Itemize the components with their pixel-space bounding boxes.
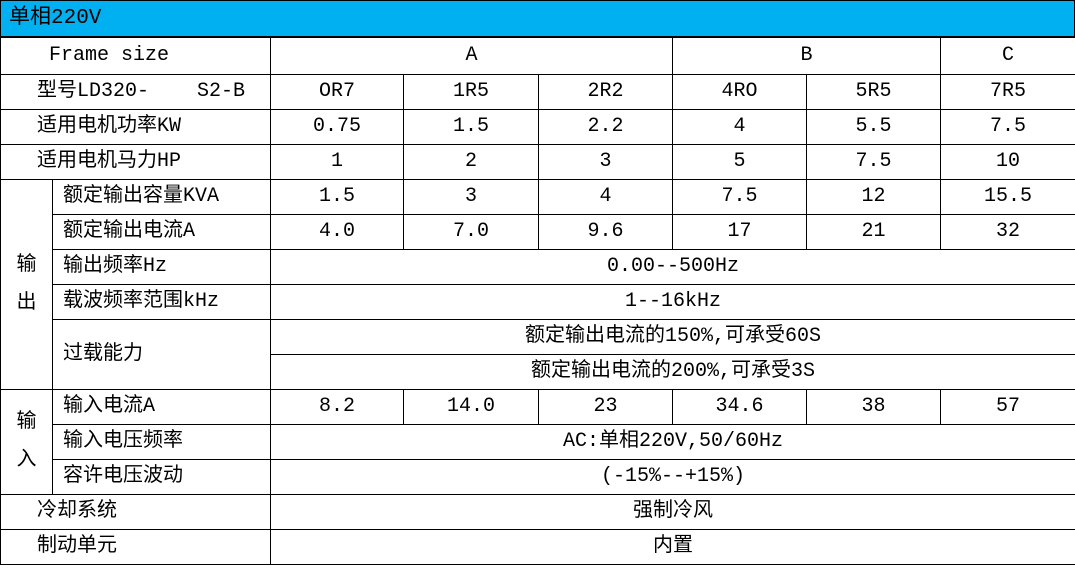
cell: 32 [940,214,1075,250]
cell: 1.5 [403,109,539,145]
tolerance-value: (-15%--+15%) [269,459,1075,495]
cell: 4 [672,109,808,145]
group-char: 输 [16,411,37,434]
output-group-label: 输出 [0,179,53,390]
frame-c: C [940,37,1075,75]
braking-row: 制动单元 内置 [0,529,1075,565]
tolerance-label: 容许电压波动 [52,459,271,495]
output-current-label: 额定输出电流A [52,214,271,250]
cell: 21 [806,214,942,250]
cell: 1 [270,144,404,180]
cell: 7.5 [940,109,1075,145]
group-char: 入 [16,449,37,472]
cell: 5.5 [806,109,942,145]
cell: 7.5 [672,179,808,215]
input-voltage-value: AC:单相220V,50/60Hz [269,424,1075,460]
cell: 23 [537,389,674,425]
frame-size-label: Frame size [0,37,271,75]
input-voltage-row: 输入电压频率 AC:单相220V,50/60Hz [1,424,1075,460]
motor-hp-label: 适用电机马力HP [0,144,271,180]
cell: 4.0 [270,214,404,250]
tolerance-row: 容许电压波动 (-15%--+15%) [1,459,1075,495]
cooling-row: 冷却系统 强制冷风 [0,494,1075,530]
output-frequency-label: 输出频率Hz [52,249,271,285]
frame-a: A [269,37,674,75]
overload-value-2: 额定输出电流的200%,可承受3S [269,354,1075,390]
motor-kw-row: 适用电机功率KW 0.75 1.5 2.2 4 5.5 7.5 [0,109,1075,145]
motor-hp-row: 适用电机马力HP 1 2 3 5 7.5 10 [0,144,1075,180]
cell: 5R5 [806,74,942,110]
output-frequency-row: 输出频率Hz 0.00--500Hz [1,249,1075,285]
cell: 7.5 [806,144,942,180]
braking-value: 内置 [269,529,1075,565]
table-title: 单相220V [0,0,1075,37]
input-group-label: 输入 [0,389,53,495]
cell: 7.0 [403,214,539,250]
overload-value-1: 额定输出电流的150%,可承受60S [269,319,1075,355]
motor-kw-label: 适用电机功率KW [0,109,271,145]
cell: 2R2 [537,74,674,110]
cell: 4 [537,179,674,215]
cell: 2 [403,144,539,180]
cell: 2.2 [537,109,674,145]
cell: 8.2 [270,389,404,425]
model-label: 型号LD320- S2-B [0,74,271,110]
model-row: 型号LD320- S2-B OR7 1R5 2R2 4RO 5R5 7R5 [0,74,1075,110]
output-frequency-value: 0.00--500Hz [269,249,1075,285]
output-kva-label: 额定输出容量KVA [52,179,271,215]
spec-table: Frame size A B C 型号LD320- S2-B OR7 1R5 2… [0,37,1075,565]
cell: 3 [403,179,539,215]
input-current-label: 输入电流A [52,389,271,425]
overload-row-2: 额定输出电流的200%,可承受3S [1,354,1075,390]
cell: 3 [537,144,674,180]
cell: 12 [806,179,942,215]
cell: 38 [806,389,942,425]
input-current-row: 输入 输入电流A 8.2 14.0 23 34.6 38 57 [0,389,1075,495]
frame-size-row: Frame size A B C [0,37,1075,75]
cell: 34.6 [672,389,808,425]
cell: 10 [940,144,1075,180]
carrier-value: 1--16kHz [269,284,1075,320]
output-kva-row: 输出 额定输出容量KVA 1.5 3 4 7.5 12 15.5 [0,179,1075,390]
overload-row: 过载能力 额定输出电流的150%,可承受60S [1,319,1075,390]
cell: 4RO [672,74,808,110]
carrier-row: 载波频率范围kHz 1--16kHz [1,284,1075,320]
cell: 17 [672,214,808,250]
cell: 57 [940,389,1075,425]
cooling-value: 强制冷风 [269,494,1075,530]
group-char: 出 [16,291,37,315]
overload-label: 过载能力 [52,319,271,390]
cell: 9.6 [537,214,674,250]
braking-label: 制动单元 [0,529,271,565]
cell: 15.5 [940,179,1075,215]
cell: 14.0 [403,389,539,425]
cell: 0.75 [270,109,404,145]
cell: OR7 [270,74,404,110]
group-char: 输 [16,253,37,277]
frame-b: B [672,37,942,75]
carrier-label: 载波频率范围kHz [52,284,271,320]
cell: 1R5 [403,74,539,110]
input-voltage-label: 输入电压频率 [52,424,271,460]
cell: 5 [672,144,808,180]
cell: 1.5 [270,179,404,215]
cooling-label: 冷却系统 [0,494,271,530]
output-current-row: 额定输出电流A 4.0 7.0 9.6 17 21 32 [1,214,1075,250]
cell: 7R5 [940,74,1075,110]
